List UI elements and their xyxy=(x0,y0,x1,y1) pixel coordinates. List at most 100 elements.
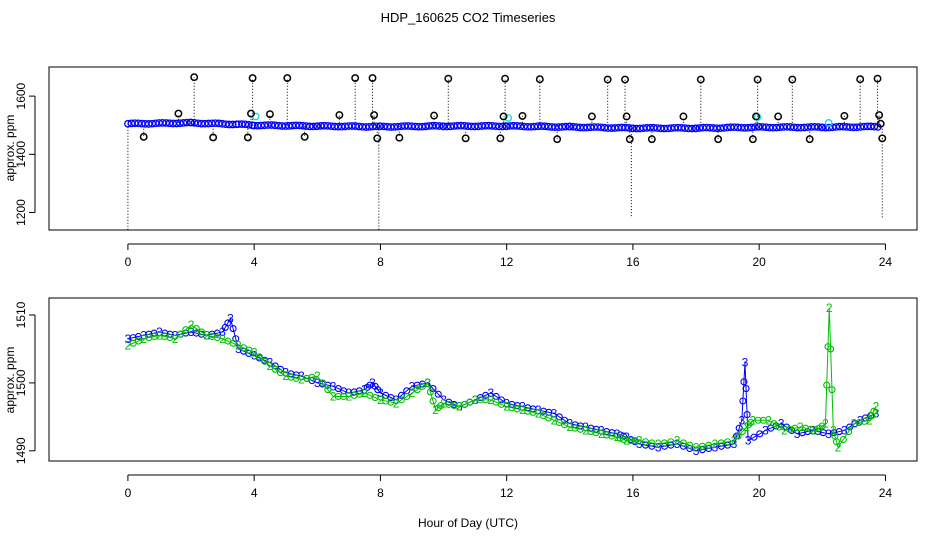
series-point-3: 3 xyxy=(251,349,258,363)
baseline-point xyxy=(498,122,507,131)
series-circle-2 xyxy=(560,421,569,429)
series-circle-3 xyxy=(482,391,490,399)
x-tick-label: 8 xyxy=(377,486,384,500)
series-circle-3 xyxy=(739,397,747,405)
series-circle-2 xyxy=(616,434,624,442)
y-axis-title: approx. ppm xyxy=(3,115,17,182)
series-point-3: 3 xyxy=(156,325,163,339)
outlier-marker xyxy=(875,111,884,119)
series-point-2: 2 xyxy=(440,396,447,410)
series-circle-3 xyxy=(743,411,751,419)
outlier-marker xyxy=(243,133,252,142)
series-circle-2 xyxy=(382,397,390,405)
series-point-2: 2 xyxy=(582,423,589,437)
outlier-marker xyxy=(873,74,882,83)
series-circle-2 xyxy=(303,374,311,382)
outlier-marker xyxy=(370,111,379,119)
series-circle-2 xyxy=(198,328,206,336)
series-circle-2 xyxy=(759,416,767,424)
series-circle-3 xyxy=(413,381,421,389)
series-circle-2 xyxy=(476,396,484,404)
series-circle-2 xyxy=(387,398,395,406)
series-point-2: 2 xyxy=(813,423,820,437)
outlier-marker xyxy=(300,132,309,141)
x-tick-label: 4 xyxy=(251,486,258,500)
series-point-2: 2 xyxy=(377,393,384,407)
series-circle-2 xyxy=(450,401,458,410)
series-circle-2 xyxy=(319,379,327,387)
y-axis-title: approx. ppm xyxy=(3,347,17,414)
series-point-2: 2 xyxy=(203,328,210,342)
series-circle-3 xyxy=(750,433,758,441)
series-point-3: 3 xyxy=(330,379,337,393)
baseline-point xyxy=(372,122,381,131)
series-point-3: 3 xyxy=(794,427,801,441)
outlier-marker xyxy=(247,109,255,118)
series-circle-2 xyxy=(397,396,406,404)
series-circle-2 xyxy=(870,407,878,415)
series-point-3: 3 xyxy=(172,328,179,342)
series-circle-2 xyxy=(134,337,142,345)
series-circle-2 xyxy=(524,407,532,415)
series-point-3: 3 xyxy=(314,376,321,390)
series-point-3: 3 xyxy=(393,393,400,407)
outlier-marker xyxy=(518,111,527,120)
series-circle-2 xyxy=(648,439,656,447)
x-tick-label: 4 xyxy=(251,255,258,269)
series-circle-2 xyxy=(576,425,584,433)
series-circle-2 xyxy=(497,400,505,408)
outlier-marker xyxy=(501,74,510,83)
outlier-marker xyxy=(174,109,183,118)
series-circle-2 xyxy=(754,416,762,424)
series-point-2: 2 xyxy=(188,318,195,332)
series-point-3: 3 xyxy=(503,396,510,410)
x-tick-label: 20 xyxy=(753,486,767,500)
series-circle-2 xyxy=(818,422,826,430)
series-point-2: 2 xyxy=(140,332,147,346)
y-tick-label: 1200 xyxy=(14,199,28,226)
series-circle-2 xyxy=(807,425,815,433)
series-circle-2 xyxy=(770,420,778,428)
series-circle-2 xyxy=(608,432,616,440)
series-circle-2 xyxy=(627,437,635,445)
baseline-point xyxy=(244,120,253,129)
series-circle-2 xyxy=(150,332,158,341)
baseline-point xyxy=(624,124,633,132)
series-point-2: 2 xyxy=(456,400,463,414)
x-tick-label: 20 xyxy=(753,255,767,269)
series-circle-2 xyxy=(213,334,221,342)
series-circle-3 xyxy=(835,428,843,436)
series-point-3: 3 xyxy=(745,434,752,448)
baseline-point xyxy=(228,120,237,129)
series-circle-3 xyxy=(819,429,827,437)
series-circle-2 xyxy=(845,428,853,436)
outlier-marker xyxy=(774,112,783,121)
baseline-point xyxy=(309,122,318,131)
outlier-marker xyxy=(753,75,762,84)
outlier-marker xyxy=(714,135,723,144)
series-circle-2 xyxy=(745,421,753,429)
x-tick-label: 24 xyxy=(879,486,893,500)
series-point-2: 2 xyxy=(156,328,163,342)
series-point-2: 2 xyxy=(361,386,368,400)
series-circle-2 xyxy=(292,374,300,382)
series-circle-2 xyxy=(208,332,216,341)
chart-panels: 0 4 8 12 16 20 24 1200 1400 1600 approx. ppm 0 4 8 12 1… xyxy=(3,66,918,500)
series-circle-2 xyxy=(403,392,411,401)
series-point-3: 3 xyxy=(731,437,738,451)
series-circle-2 xyxy=(823,381,831,389)
series-point-3: 3 xyxy=(742,356,749,370)
outlier-marker xyxy=(748,135,757,144)
series-point-3: 3 xyxy=(440,393,447,407)
series-point-2: 2 xyxy=(267,359,274,373)
y-tick-label: 1600 xyxy=(14,82,28,109)
series-point-3: 3 xyxy=(738,413,745,427)
series-circle-2 xyxy=(827,345,835,353)
series-point-2: 2 xyxy=(488,393,495,407)
series-circle-2 xyxy=(466,398,474,406)
series-circle-2 xyxy=(686,441,694,449)
series-point-2: 2 xyxy=(731,434,738,448)
series-point-2: 2 xyxy=(125,339,132,353)
series-point-3: 3 xyxy=(551,406,558,420)
series-circle-2 xyxy=(631,437,639,445)
